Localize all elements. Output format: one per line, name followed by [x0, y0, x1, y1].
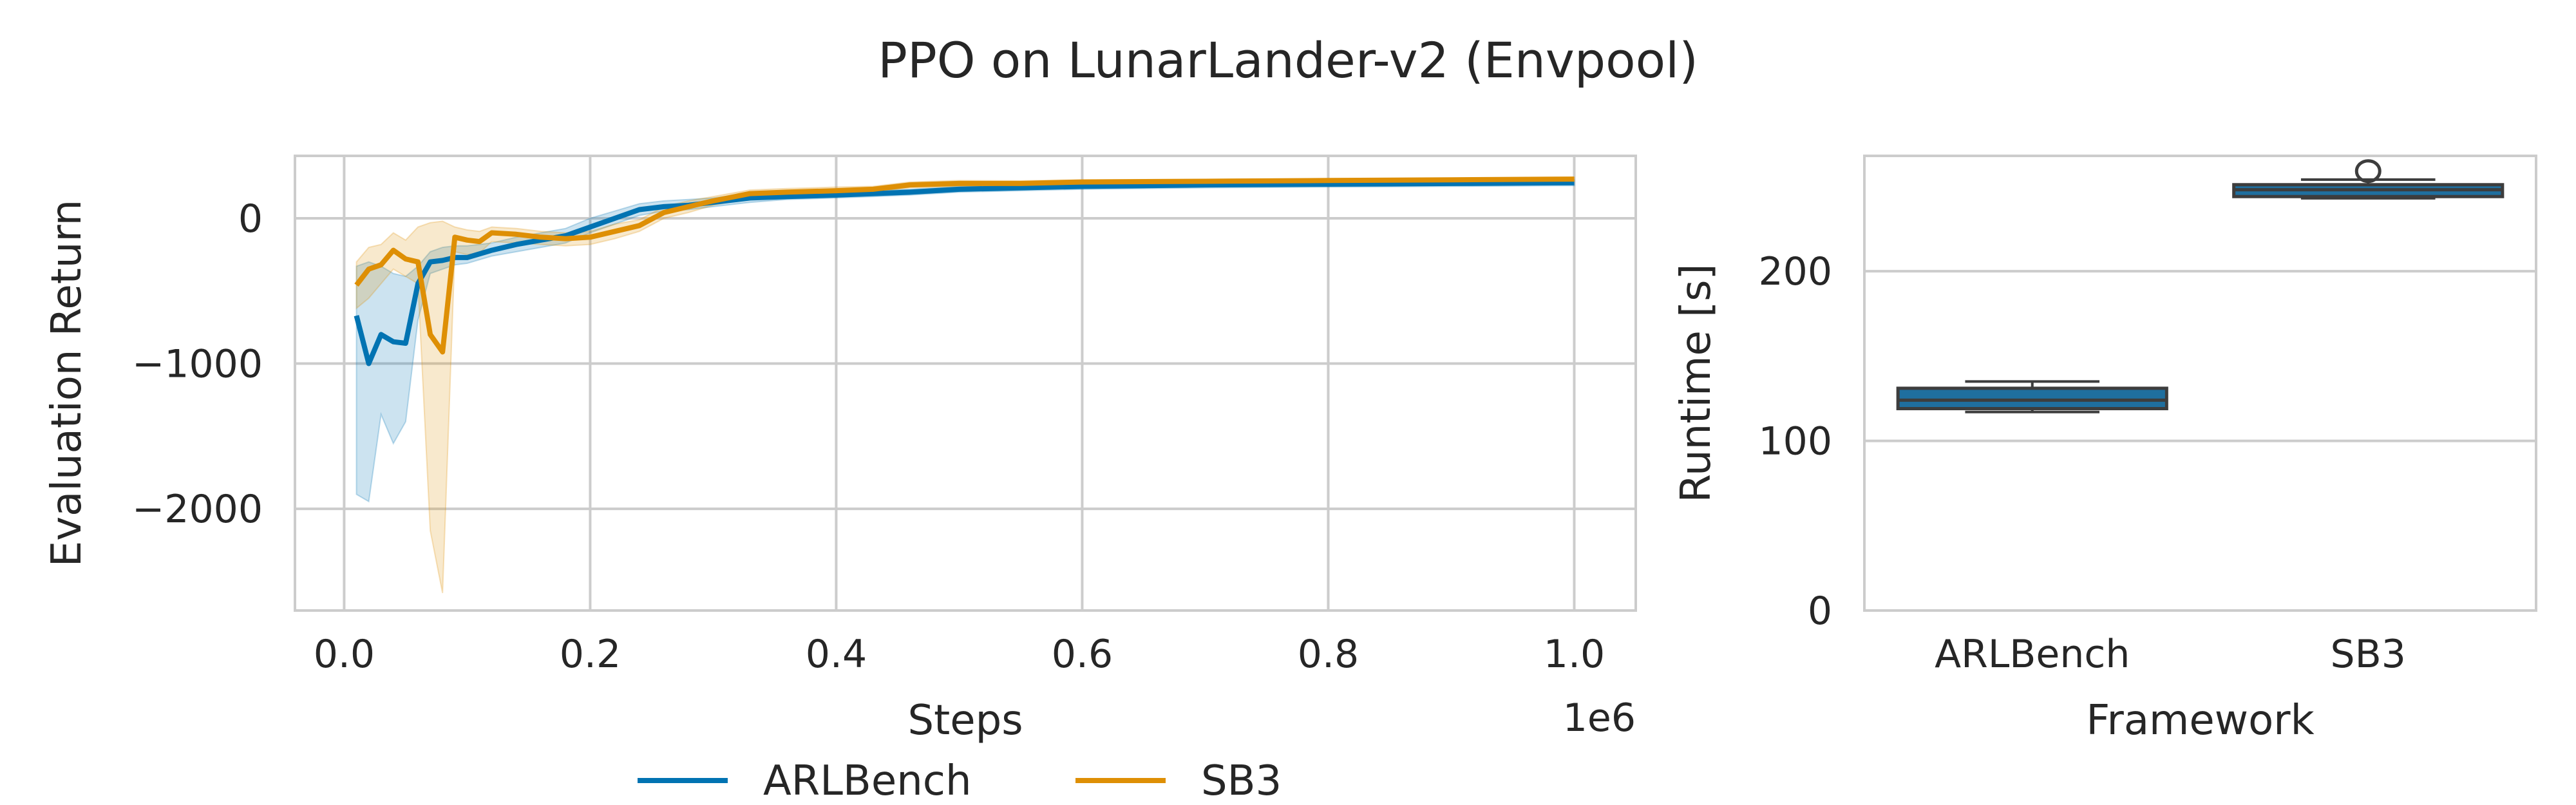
line-chart-y-tick-label: 0: [238, 196, 263, 242]
box-plot-x-tick-label: SB3: [2331, 632, 2406, 677]
box-outlier: [2354, 159, 2382, 184]
box-sb3: [2232, 159, 2505, 200]
legend-label-arlbench: ARLBench: [763, 757, 972, 805]
box-plot-boxes: [1896, 159, 2505, 413]
box-plot-frame: [1863, 155, 2537, 612]
line-chart-x-tick-label: 0.6: [1052, 632, 1113, 677]
line-chart-x-tick-label: 0.8: [1298, 632, 1359, 677]
confidence-band-arlbench: [355, 179, 1575, 503]
box-plot-y-tick-label: 200: [1758, 249, 1832, 294]
line-chart-x-tick-label: 0.0: [314, 632, 375, 677]
line-chart-x-offset-text: 1e6: [1563, 696, 1636, 741]
box-plot-x-ticks: ARLBench SB3: [1935, 632, 2406, 677]
line-chart-frame: [294, 155, 1637, 612]
series-line-sb3: [354, 176, 1575, 355]
line-chart-x-tick-label: 0.4: [806, 632, 867, 677]
line-chart-gridlines: [295, 156, 1636, 611]
box-iqr: [1896, 386, 2168, 411]
line-chart-x-tick-label: 0.2: [560, 632, 621, 677]
box-plot-gridlines: [1864, 270, 2536, 612]
line-chart-y-tick-label: −1000: [132, 342, 263, 387]
box-plot-x-axis-label: Framework: [2086, 697, 2314, 744]
line-chart-y-axis-label: Evaluation Return: [43, 200, 91, 567]
box-arlbench: [1896, 380, 2168, 413]
box-plot-y-axis-label: Runtime [s]: [1672, 264, 1720, 503]
legend: ARLBench SB3: [638, 757, 1282, 805]
legend-label-sb3: SB3: [1201, 757, 1282, 805]
box-plot-x-tick-label: ARLBench: [1935, 632, 2130, 677]
box-plot-panel: ARLBench SB3 0 100 200 Framework Runtime [s…: [1672, 155, 2537, 744]
line-chart-panel: 0.0 0.2 0.4 0.6 0.8 1.0 −2000 −1000 0 Steps Eva…: [43, 155, 1637, 744]
line-chart-x-tick-label: 1.0: [1544, 632, 1605, 677]
line-chart-y-tick-label: −2000: [132, 487, 263, 532]
figure-title: PPO on LunarLander-v2 (Envpool): [878, 32, 1698, 89]
line-chart-x-axis-label: Steps: [907, 697, 1023, 744]
series-line-arlbench: [354, 180, 1575, 366]
box-plot-y-tick-label: 0: [1808, 589, 1832, 634]
line-chart-series: [354, 176, 1575, 366]
line-chart-y-ticks: −2000 −1000 0: [132, 196, 263, 532]
box-plot-y-ticks: 0 100 200: [1758, 249, 1832, 634]
line-chart-x-ticks: 0.0 0.2 0.4 0.6 0.8 1.0: [314, 632, 1605, 677]
box-plot-y-tick-label: 100: [1758, 419, 1832, 464]
